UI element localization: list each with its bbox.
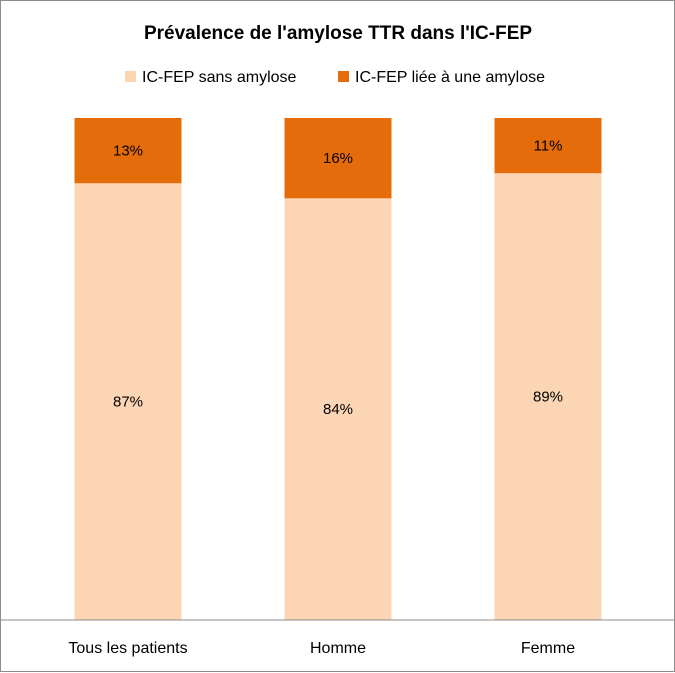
- bar-segment-2-3: [494, 118, 602, 174]
- bar-segment-1-1: [74, 183, 182, 620]
- legend-swatch-2: [338, 71, 349, 82]
- bar-segment-2-2: [284, 118, 392, 199]
- data-label-2-1: 13%: [113, 143, 143, 160]
- legend-label-2: IC-FEP liée à une amylose: [355, 69, 545, 86]
- data-label-1-3: 89%: [533, 389, 563, 406]
- chart-title: Prévalence de l'amylose TTR dans l'IC-FE…: [144, 23, 532, 44]
- bars: 87% 13% 84% 16% 89% 11%: [74, 118, 602, 620]
- category-label-1: Tous les patients: [68, 640, 187, 657]
- legend-label-1: IC-FEP sans amylose: [142, 69, 297, 86]
- bar-segment-2-1: [74, 118, 182, 184]
- bar-segment-1-3: [494, 173, 602, 620]
- data-label-2-2: 16%: [323, 150, 353, 167]
- category-label-3: Femme: [521, 640, 575, 657]
- data-label-1-1: 87%: [113, 394, 143, 411]
- legend: IC-FEP sans amylose IC-FEP liée à une amy…: [125, 69, 545, 86]
- category-labels: Tous les patients Homme Femme: [68, 640, 575, 657]
- category-label-2: Homme: [310, 640, 366, 657]
- bar-segment-1-2: [284, 198, 392, 620]
- data-label-1-2: 84%: [323, 401, 353, 418]
- data-label-2-3: 11%: [534, 138, 563, 155]
- legend-swatch-1: [125, 71, 136, 82]
